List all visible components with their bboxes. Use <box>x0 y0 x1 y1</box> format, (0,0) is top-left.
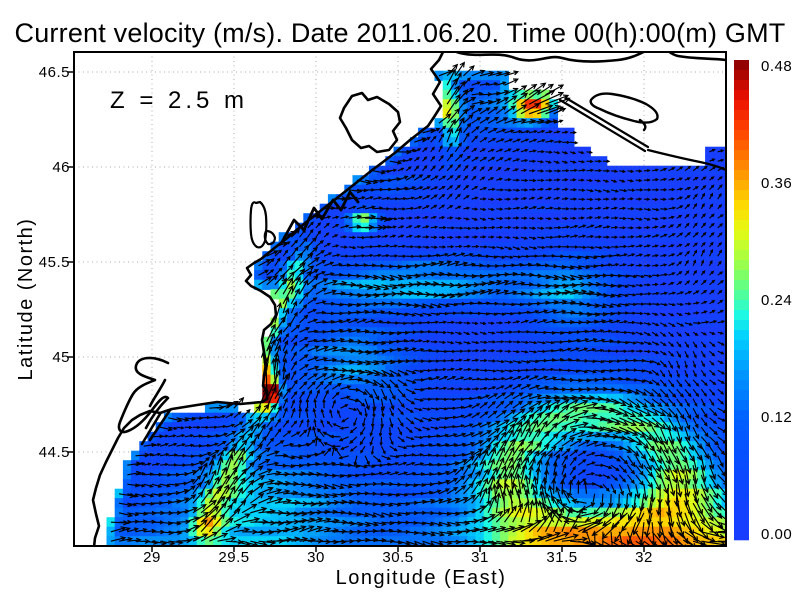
svg-text:Latitude (North): Latitude (North) <box>15 218 37 381</box>
svg-text:Z = 2.5 m: Z = 2.5 m <box>110 87 248 114</box>
svg-text:29.5: 29.5 <box>218 549 249 566</box>
svg-text:0.12: 0.12 <box>761 409 792 426</box>
svg-text:45.5: 45.5 <box>39 254 70 271</box>
svg-text:32: 32 <box>635 549 653 566</box>
svg-text:45: 45 <box>52 349 70 366</box>
svg-text:31.5: 31.5 <box>546 549 577 566</box>
svg-text:29: 29 <box>143 549 161 566</box>
svg-text:30: 30 <box>307 549 325 566</box>
svg-text:46.5: 46.5 <box>39 64 70 81</box>
svg-text:46: 46 <box>52 159 70 176</box>
svg-text:0.36: 0.36 <box>761 175 792 192</box>
svg-text:31: 31 <box>471 549 489 566</box>
svg-text:0.24: 0.24 <box>761 292 792 309</box>
svg-text:0.48: 0.48 <box>761 58 792 75</box>
svg-text:0.00: 0.00 <box>761 526 792 543</box>
svg-text:44.5: 44.5 <box>39 444 70 461</box>
svg-text:Longitude (East): Longitude (East) <box>336 567 507 589</box>
svg-text:30.5: 30.5 <box>382 549 413 566</box>
svg-text:Current velocity (m/s). Date 2: Current velocity (m/s). Date 2011.06.20.… <box>15 18 786 48</box>
